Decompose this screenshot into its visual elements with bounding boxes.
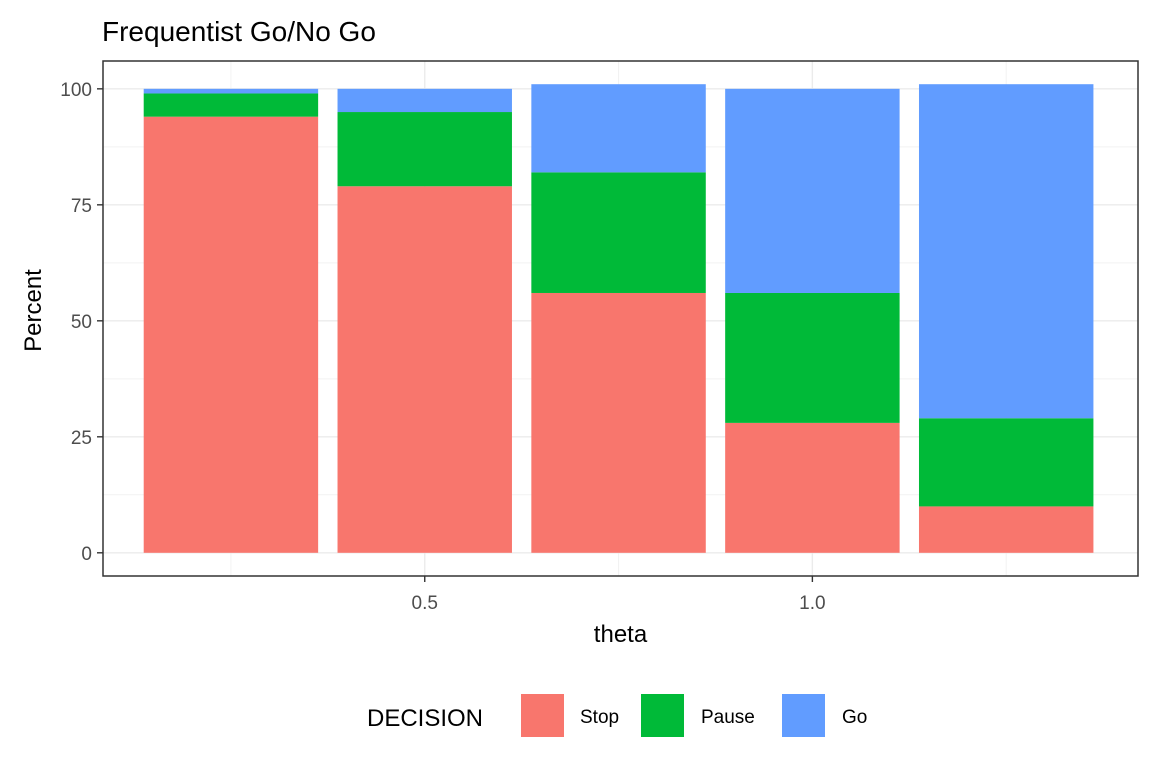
bar-pause-2	[531, 172, 706, 293]
y-tick-label: 100	[60, 80, 92, 101]
bar-stop-2	[531, 292, 706, 553]
legend-key-pause	[641, 694, 684, 737]
legend-key-go	[782, 694, 825, 737]
bar-pause-4	[918, 418, 1094, 507]
plot-panel	[102, 60, 1139, 577]
bar-stop-4	[918, 506, 1094, 553]
legend-key-stop	[521, 694, 564, 737]
bar-stop-0	[143, 116, 319, 553]
y-axis: 0 25 50 75 100	[60, 80, 103, 565]
chart-title: Frequentist Go/No Go	[102, 16, 376, 47]
x-tick-label: 1.0	[799, 593, 825, 614]
x-tick-label: 0.5	[412, 593, 438, 614]
bar-go-1	[337, 88, 512, 113]
y-tick-label: 75	[71, 196, 92, 217]
y-tick-label: 25	[71, 428, 92, 449]
bar-pause-1	[337, 112, 512, 187]
legend-title: DECISION	[367, 705, 483, 732]
x-axis: 0.5 1.0	[412, 576, 826, 614]
x-axis-title: theta	[594, 621, 648, 648]
bar-pause-3	[725, 292, 900, 423]
bar-pause-0	[143, 93, 319, 117]
legend-label-go: Go	[842, 707, 867, 728]
y-tick-label: 50	[71, 312, 92, 333]
bar-go-0	[143, 88, 319, 94]
bar-stop-3	[725, 422, 900, 553]
bar-stop-1	[337, 186, 512, 553]
bar-go-4	[918, 84, 1094, 419]
panel-border	[102, 60, 1139, 577]
bars	[143, 84, 1094, 553]
bar-go-2	[531, 84, 706, 173]
legend: DECISION Stop Pause Go	[367, 694, 867, 737]
y-tick-label: 0	[81, 544, 92, 565]
legend-label-pause: Pause	[701, 707, 755, 728]
bar-go-3	[725, 88, 900, 293]
legend-label-stop: Stop	[580, 707, 619, 728]
y-axis-title: Percent	[20, 269, 47, 352]
